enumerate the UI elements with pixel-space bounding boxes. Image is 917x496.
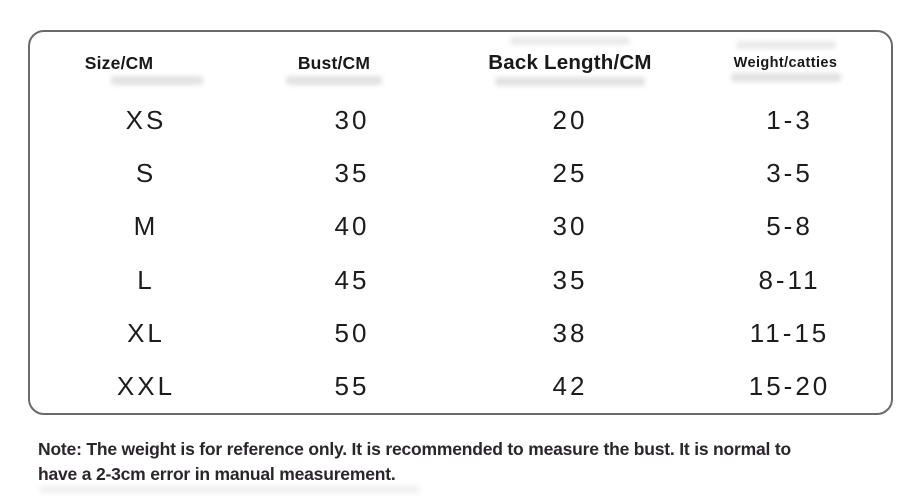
- header-back-length: Back Length/CM: [460, 37, 680, 86]
- size-cell: XS: [125, 105, 167, 136]
- weight-cell: 1-3: [766, 105, 813, 136]
- weight-cell: 11-15: [749, 317, 830, 348]
- back-length-cell: 25: [552, 158, 588, 189]
- note-line-2: have a 2-3cm error in manual measurement…: [38, 464, 396, 485]
- erased-text-smudge: [286, 75, 382, 85]
- size-cell: M: [133, 211, 159, 242]
- header-size: Size/CM: [30, 52, 224, 85]
- header-bust: Bust/CM: [224, 52, 444, 85]
- measurement-note: Note: The weight is for reference only. …: [38, 437, 898, 488]
- bust-cell: 30: [334, 105, 370, 136]
- table-header-row: Size/CM Bust/CM Back Length/CM Weight/ca…: [30, 32, 891, 94]
- back-length-cell: 35: [552, 264, 588, 295]
- header-weight-label: Weight/catties: [733, 55, 838, 71]
- erased-text-smudge: [110, 75, 203, 85]
- header-weight: Weight/catties: [680, 41, 891, 82]
- weight-cell: 3-5: [766, 158, 813, 189]
- erased-text-smudge: [735, 41, 836, 49]
- bust-cell: 55: [334, 370, 370, 401]
- table-row-xxl: XXL 55 42 15-20: [30, 360, 891, 413]
- size-cell: XXL: [116, 370, 176, 401]
- back-length-cell: 20: [552, 105, 588, 136]
- bust-cell: 45: [334, 264, 370, 295]
- erased-text-smudge: [495, 77, 645, 86]
- size-cell: S: [135, 158, 157, 189]
- header-back-length-label: Back Length/CM: [488, 51, 652, 74]
- bust-cell: 40: [334, 211, 370, 242]
- header-size-label: Size/CM: [84, 52, 154, 73]
- bust-cell: 50: [334, 317, 370, 348]
- erased-text-smudge: [730, 73, 841, 82]
- table-row-xs: XS 30 20 1-3: [30, 94, 891, 147]
- size-chart-table: Size/CM Bust/CM Back Length/CM Weight/ca…: [28, 30, 893, 415]
- header-bust-label: Bust/CM: [297, 52, 371, 73]
- bust-cell: 35: [334, 158, 370, 189]
- size-cell: L: [137, 264, 155, 295]
- table-row-l: L 45 35 8-11: [30, 254, 891, 307]
- erased-text-smudge: [510, 37, 630, 45]
- table-row-s: S 35 25 3-5: [30, 147, 891, 200]
- back-length-cell: 30: [552, 211, 588, 242]
- back-length-cell: 38: [552, 317, 588, 348]
- table-row-m: M 40 30 5-8: [30, 200, 891, 253]
- size-cell: XL: [127, 317, 165, 348]
- table-row-xl: XL 50 38 11-15: [30, 307, 891, 360]
- note-line-1: Note: The weight is for reference only. …: [38, 439, 791, 459]
- back-length-cell: 42: [552, 370, 588, 401]
- weight-cell: 15-20: [748, 370, 831, 401]
- weight-cell: 8-11: [758, 264, 821, 295]
- weight-cell: 5-8: [766, 211, 813, 242]
